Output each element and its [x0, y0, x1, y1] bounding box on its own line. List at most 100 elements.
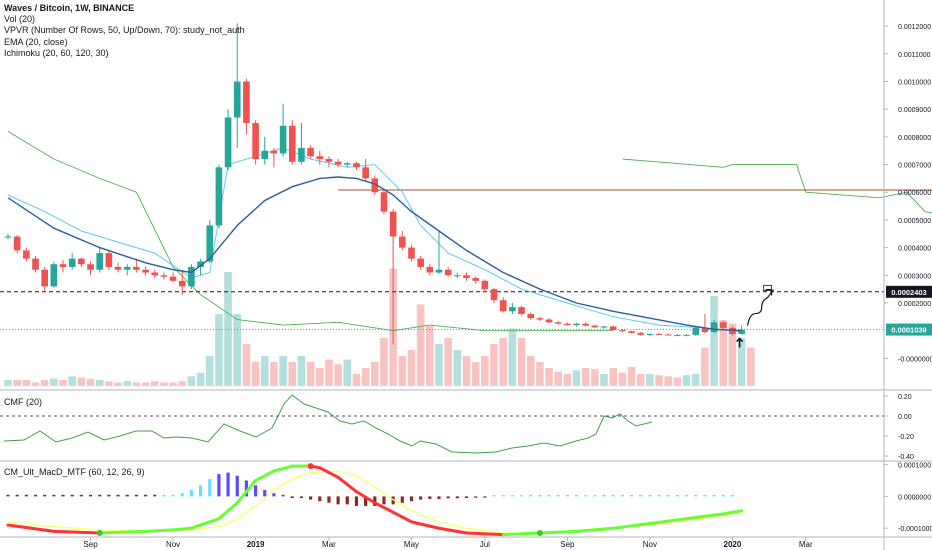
candle-up[interactable] [215, 167, 223, 226]
legend-indicator-ema[interactable]: EMA (20, close) [4, 36, 68, 47]
candle-down[interactable] [41, 269, 48, 287]
candle-down[interactable] [389, 211, 397, 237]
candle-down[interactable] [252, 123, 259, 160]
candle-down[interactable] [674, 335, 681, 337]
candle-down[interactable] [380, 192, 388, 212]
volume-bar [270, 362, 278, 386]
candle-down[interactable] [353, 163, 360, 168]
candle-down[interactable] [362, 167, 369, 179]
candle-down[interactable] [664, 334, 672, 336]
cmf-pane[interactable] [0, 394, 884, 454]
candle-up[interactable] [573, 323, 580, 326]
candle-down[interactable] [719, 322, 727, 328]
candle-down[interactable] [160, 275, 168, 277]
candle-down[interactable] [545, 319, 553, 323]
candle-down[interactable] [609, 326, 617, 331]
candle-up[interactable] [710, 322, 718, 333]
candle-down[interactable] [729, 327, 736, 334]
candle-down[interactable] [426, 266, 434, 273]
candle-down[interactable] [417, 258, 424, 267]
candle-down[interactable] [105, 253, 113, 267]
candle-down[interactable] [408, 247, 415, 259]
candle-down[interactable] [371, 178, 379, 193]
candle-down[interactable] [142, 269, 149, 273]
candle-down[interactable] [472, 278, 479, 281]
volume-bar [260, 356, 269, 386]
candle-up[interactable] [261, 150, 269, 160]
macd-histogram-bar [721, 494, 725, 497]
candle-up[interactable] [96, 253, 103, 270]
candle-down[interactable] [78, 258, 85, 265]
candle-down[interactable] [701, 327, 709, 333]
candle-down[interactable] [13, 236, 21, 251]
candle-up[interactable] [343, 163, 351, 165]
candle-down[interactable] [23, 250, 30, 259]
candle-down[interactable] [87, 264, 94, 270]
candle-down[interactable] [316, 156, 324, 160]
candle-down[interactable] [270, 150, 278, 154]
candle-down[interactable] [32, 258, 39, 270]
candle-up[interactable] [454, 275, 461, 277]
legend-indicator-ichimoku[interactable]: Ichimoku (20, 60, 120, 30) [4, 47, 109, 58]
candle-down[interactable] [325, 159, 333, 162]
macd-line-segment [272, 464, 294, 473]
candle-up[interactable] [233, 81, 241, 118]
candle-down[interactable] [619, 330, 626, 332]
macd-pane-title[interactable]: CM_Ult_MacD_MTF (60, 12, 26, 9) [4, 467, 145, 477]
candle-down[interactable] [582, 323, 590, 326]
macd-pane[interactable] [6, 463, 744, 537]
legend-indicator-vpvr[interactable]: VPVR (Number Of Rows, 50, Up/Down, 70): … [4, 25, 245, 36]
candle-down[interactable] [334, 161, 342, 165]
main-price-pane[interactable] [0, 23, 932, 386]
up-arrow-icon[interactable] [736, 337, 744, 348]
candle-up[interactable] [197, 261, 204, 267]
candle-up[interactable] [206, 225, 214, 262]
candle-down[interactable] [133, 266, 140, 270]
projection-path-drawing[interactable] [747, 289, 775, 326]
candle-up[interactable] [738, 329, 745, 334]
candle-down[interactable] [499, 300, 507, 312]
chart-title[interactable]: Waves / Bitcoin, 1W, BINANCE [4, 3, 135, 13]
candle-up[interactable] [123, 266, 131, 270]
candle-down[interactable] [637, 332, 645, 335]
candle-down[interactable] [554, 322, 562, 324]
candle-down[interactable] [481, 280, 489, 290]
candle-up[interactable] [50, 264, 58, 287]
candle-down[interactable] [527, 314, 534, 319]
candle-down[interactable] [178, 280, 186, 287]
candle-down[interactable] [288, 125, 296, 162]
candle-down[interactable] [518, 307, 525, 315]
candle-down[interactable] [536, 318, 544, 320]
candle-down[interactable] [444, 269, 452, 276]
macd-histogram-bar [483, 496, 487, 498]
candle-up[interactable] [509, 307, 516, 312]
candle-down[interactable] [655, 333, 663, 335]
candle-up[interactable] [600, 326, 608, 328]
candle-up[interactable] [279, 125, 287, 154]
candle-down[interactable] [114, 266, 122, 270]
candle-up[interactable] [298, 147, 305, 162]
candle-up[interactable] [692, 327, 700, 335]
candle-up[interactable] [68, 258, 76, 267]
candle-up[interactable] [435, 269, 443, 273]
candle-up[interactable] [224, 117, 232, 168]
candle-down[interactable] [59, 264, 67, 267]
candle-down[interactable] [490, 289, 498, 301]
candle-down[interactable] [151, 272, 159, 276]
legend-indicator-volume[interactable]: Vol (20) [4, 14, 36, 25]
candle-down[interactable] [564, 323, 571, 326]
candle-down[interactable] [169, 276, 177, 281]
cmf-pane-title[interactable]: CMF (20) [4, 397, 42, 407]
candle-up[interactable] [188, 266, 195, 287]
candle-up[interactable] [646, 333, 654, 335]
candle-down[interactable] [628, 331, 635, 333]
candle-down[interactable] [307, 147, 314, 157]
candle-down[interactable] [463, 275, 470, 279]
candle-up[interactable] [4, 236, 12, 238]
candle-down[interactable] [399, 236, 406, 248]
candle-down[interactable] [591, 325, 599, 328]
candle-down[interactable] [243, 81, 250, 124]
candle-up[interactable] [683, 334, 690, 336]
